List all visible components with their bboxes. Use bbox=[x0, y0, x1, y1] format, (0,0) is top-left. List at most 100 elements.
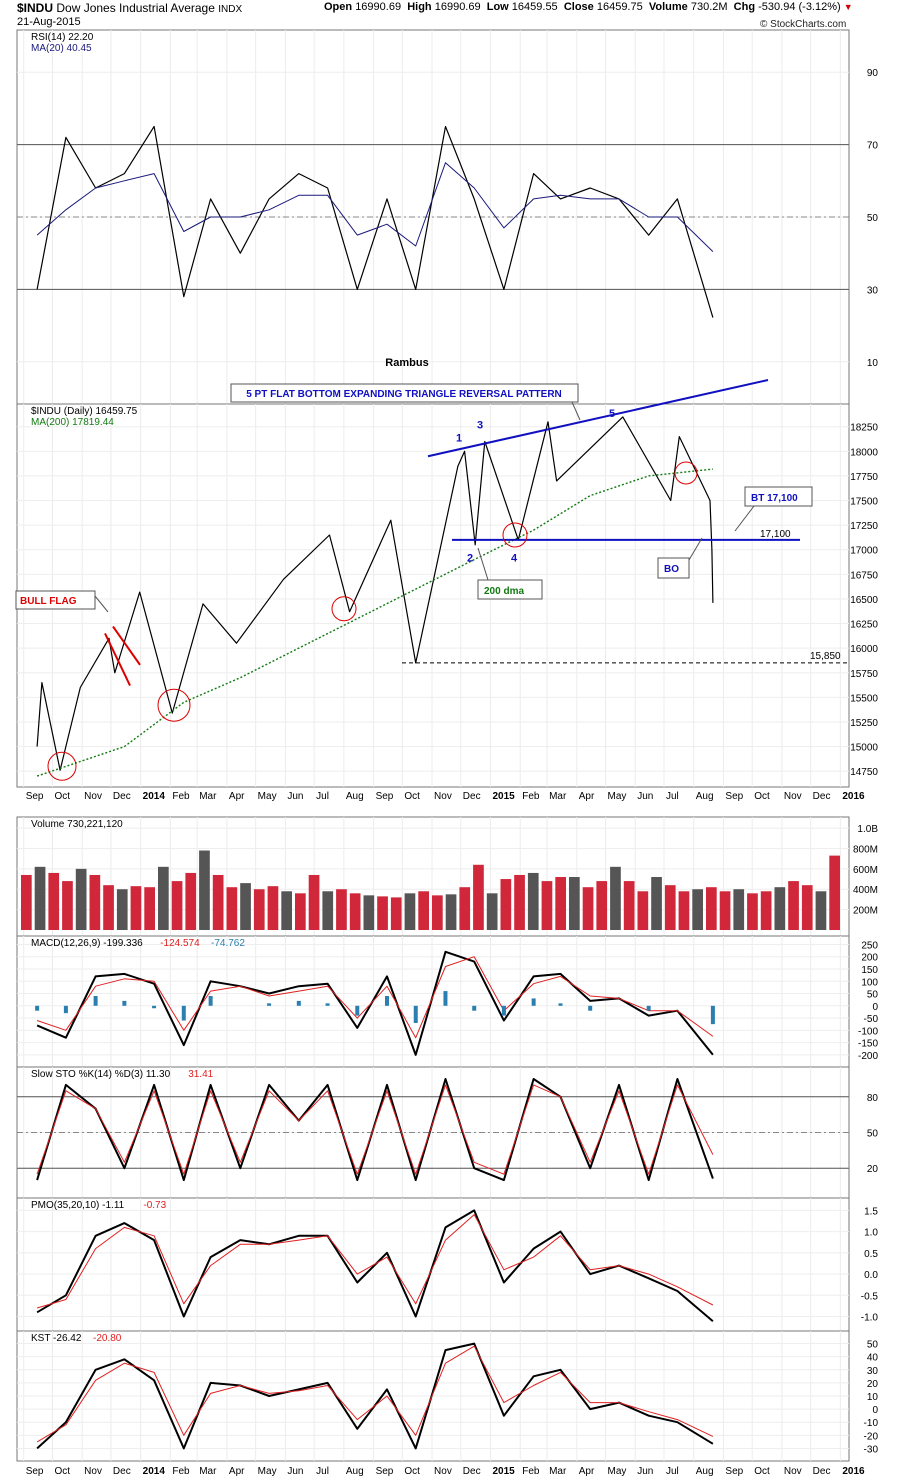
volume-bar bbox=[692, 889, 703, 930]
legend-label: -20.80 bbox=[93, 1333, 122, 1344]
volume-bar bbox=[240, 883, 251, 930]
x-tick-label: Dec bbox=[813, 791, 831, 802]
volume-label: Volume bbox=[648, 1, 688, 13]
legend-label: MA(20) 40.45 bbox=[31, 43, 92, 54]
y-tick-label: 14750 bbox=[850, 767, 878, 778]
x-tick-label: Jul bbox=[316, 1466, 329, 1477]
bull-flag-pointer bbox=[94, 595, 109, 613]
close-value: 16459.75 bbox=[596, 1, 643, 13]
macd-histogram-bar bbox=[93, 995, 98, 1006]
ma-callout-label: 200 dma bbox=[484, 586, 524, 597]
y-tick-label: -0.5 bbox=[861, 1291, 879, 1302]
y-tick-label: 80 bbox=[867, 1093, 879, 1104]
volume-bar bbox=[473, 864, 484, 930]
chart-date: 21-Aug-2015 bbox=[17, 16, 81, 28]
bo-callout-box bbox=[657, 557, 690, 579]
x-tick-label: Dec bbox=[463, 791, 481, 802]
volume-bar bbox=[610, 866, 621, 930]
volume-bar bbox=[500, 879, 512, 930]
series-line--d bbox=[36, 1084, 714, 1175]
series-line-signal bbox=[36, 1214, 714, 1309]
legend-label: Volume 730,221,120 bbox=[31, 819, 123, 830]
bt-callout-pointer bbox=[734, 505, 755, 532]
y-tick-label: 0.5 bbox=[864, 1249, 878, 1260]
macd-histogram-bar bbox=[267, 1003, 272, 1006]
x-tick-label: Oct bbox=[404, 791, 420, 802]
legend-label: MACD(12,26,9) -199.336 bbox=[31, 938, 143, 949]
y-tick-label: 0.0 bbox=[864, 1270, 878, 1281]
x-tick-label: Sep bbox=[725, 791, 743, 802]
volume-bar bbox=[377, 896, 388, 930]
rambus-label: Rambus bbox=[385, 357, 428, 369]
y-tick-label: 150 bbox=[861, 965, 878, 976]
x-tick-label: Jun bbox=[287, 791, 303, 802]
x-tick-label: Jul bbox=[666, 791, 679, 802]
volume-bar bbox=[527, 872, 539, 930]
volume-bar bbox=[212, 874, 224, 930]
x-tick-label: Aug bbox=[346, 1466, 364, 1477]
macd-histogram-bar bbox=[501, 1005, 506, 1016]
x-tick-label: Oct bbox=[404, 1466, 420, 1477]
volume-bar bbox=[651, 877, 662, 930]
volume-bar bbox=[418, 891, 429, 930]
volume-bar bbox=[199, 850, 210, 930]
macd-histogram-bar bbox=[208, 995, 213, 1006]
macd-histogram-bar bbox=[384, 995, 389, 1006]
x-tick-label: Sep bbox=[376, 1466, 394, 1477]
y-tick-label: 15500 bbox=[850, 693, 878, 704]
ma-callout-box bbox=[477, 579, 543, 600]
volume-bar bbox=[459, 887, 471, 930]
volume-bar bbox=[75, 868, 87, 930]
volume-bar bbox=[158, 866, 169, 930]
pattern-point-label: 5 bbox=[609, 408, 615, 420]
y-tick-label: 40 bbox=[867, 1353, 879, 1364]
macd-histogram-bar bbox=[35, 1005, 40, 1011]
y-tick-label: 15000 bbox=[850, 743, 878, 754]
x-tick-label: Oct bbox=[54, 1466, 70, 1477]
x-tick-label: Nov bbox=[784, 791, 802, 802]
exchange: INDX bbox=[218, 4, 243, 15]
y-tick-label: 20 bbox=[867, 1164, 879, 1175]
volume-bar bbox=[582, 887, 594, 930]
macd-histogram-bar bbox=[325, 1003, 330, 1006]
volume-bar bbox=[144, 887, 155, 930]
volume-bar bbox=[637, 891, 649, 930]
legend-label: -0.73 bbox=[143, 1200, 166, 1211]
panel-frame-macd bbox=[16, 935, 850, 1068]
bull-flag-line-lower bbox=[104, 632, 131, 686]
x-tick-label: Mar bbox=[549, 1466, 567, 1477]
legend-label: $INDU (Daily) 16459.75 bbox=[31, 406, 138, 417]
x-tick-label: Nov bbox=[84, 791, 102, 802]
x-tick-label: Mar bbox=[549, 791, 567, 802]
volume-bar bbox=[48, 872, 60, 930]
series-line-pmo bbox=[36, 1209, 714, 1322]
x-tick-label: Nov bbox=[434, 1466, 452, 1477]
x-tick-label: Feb bbox=[172, 1466, 190, 1477]
open-label: Open bbox=[324, 1, 353, 13]
pattern-label: 5 PT FLAT BOTTOM EXPANDING TRIANGLE REVE… bbox=[246, 389, 562, 400]
volume-bar bbox=[185, 872, 197, 930]
y-tick-label: 90 bbox=[867, 68, 879, 79]
volume-bar bbox=[404, 893, 416, 930]
volume-bar bbox=[322, 891, 334, 930]
x-tick-label: Mar bbox=[199, 791, 217, 802]
bo-callout-label: BO bbox=[664, 564, 679, 575]
x-tick-label: Dec bbox=[113, 791, 131, 802]
y-tick-label: 200 bbox=[861, 953, 878, 964]
highlight-circle bbox=[331, 596, 357, 622]
y-tick-label: 17250 bbox=[850, 521, 878, 532]
legend-label: PMO(35,20,10) -1.11 bbox=[31, 1200, 125, 1211]
y-tick-label: 16000 bbox=[850, 644, 878, 655]
bt-callout-label: BT 17,100 bbox=[751, 493, 798, 504]
x-tick-label: May bbox=[258, 791, 277, 802]
y-tick-label: 50 bbox=[867, 213, 879, 224]
pattern-callout-box bbox=[230, 383, 579, 403]
volume-bar bbox=[733, 889, 745, 930]
y-tick-label: 17750 bbox=[850, 472, 878, 483]
y-tick-label: 16500 bbox=[850, 595, 878, 606]
highlight-circle bbox=[157, 688, 191, 722]
volume-bar bbox=[226, 887, 238, 930]
x-tick-label: Nov bbox=[84, 1466, 102, 1477]
x-tick-label: Feb bbox=[522, 1466, 540, 1477]
y-tick-label: 17500 bbox=[850, 497, 878, 508]
